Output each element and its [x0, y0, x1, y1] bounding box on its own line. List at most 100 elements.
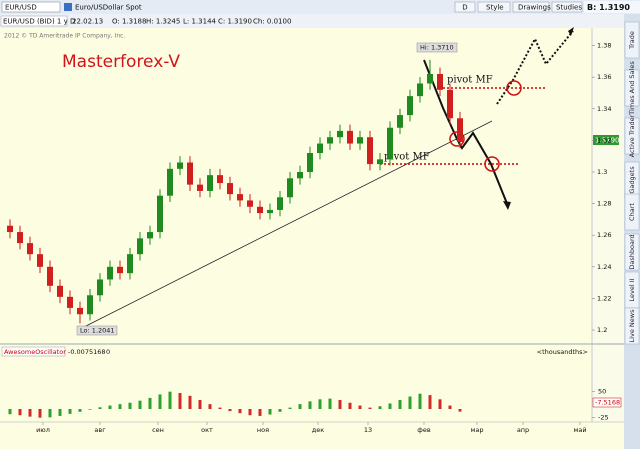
- candle-body: [347, 130, 353, 144]
- candle-body: [407, 96, 413, 116]
- y-tick-label: 1.26: [597, 231, 611, 239]
- side-tab-label[interactable]: Dashboard: [628, 234, 636, 269]
- x-tick-label: сен: [152, 426, 164, 434]
- candle-body: [127, 254, 133, 274]
- oscillator-bar: [308, 401, 312, 410]
- y-tick-label: 1.32: [597, 136, 611, 144]
- instrument[interactable]: EUR/USD (BID) 1 y D: [3, 18, 75, 26]
- candle-body: [327, 137, 333, 144]
- side-tab[interactable]: [624, 233, 640, 271]
- side-tab-label[interactable]: Active Trader: [628, 114, 636, 157]
- y-tick-label: 1.24: [597, 263, 611, 271]
- study-value: -0.0075168: [68, 348, 106, 356]
- side-tab-label[interactable]: Gadgets: [628, 166, 636, 194]
- candle-body: [387, 127, 393, 160]
- symbol[interactable]: EUR/USD: [5, 4, 37, 12]
- osc-last-box: [592, 397, 622, 408]
- study-parameter: 0: [106, 348, 110, 356]
- quote-date: 22.02.13: [72, 18, 103, 26]
- x-tick-label: 13: [364, 426, 372, 434]
- y-tick-label: 50: [598, 388, 606, 396]
- oscillator-bar: [28, 409, 32, 417]
- oscillator-bar: [128, 402, 132, 410]
- candle-body: [17, 232, 23, 244]
- x-tick-label: мар: [470, 426, 483, 434]
- oscillator-bar: [58, 409, 62, 416]
- oscillator-bar: [178, 393, 182, 410]
- candle-body: [257, 206, 263, 214]
- side-tab-label[interactable]: Times And Sales: [628, 61, 636, 116]
- side-tab[interactable]: [624, 21, 640, 59]
- y-tick-label: 1.36: [597, 73, 611, 81]
- study-box[interactable]: [1, 346, 66, 357]
- candle-body: [417, 83, 423, 97]
- copyright: 2012 © TD Ameritrade IP Company, Inc.: [4, 33, 125, 40]
- candle-body: [227, 183, 233, 195]
- candle-body: [217, 175, 223, 184]
- forecast-arrow: [423, 59, 509, 207]
- candle-body: [317, 143, 323, 154]
- oscillator-bar: [448, 405, 452, 410]
- x-tick-label: апр: [517, 426, 529, 434]
- description: Euro/USDollar Spot: [75, 4, 142, 12]
- candle-body: [97, 279, 103, 296]
- side-tab-label[interactable]: Level II: [628, 278, 636, 301]
- oscillator-bar: [278, 409, 282, 412]
- x-tick-label: авг: [94, 426, 106, 434]
- chart-title: Masterforex-V: [62, 52, 180, 72]
- candle-body: [427, 73, 433, 84]
- x-tick-label: июл: [36, 426, 50, 434]
- button-label[interactable]: Drawings: [518, 4, 551, 12]
- candle-body: [447, 89, 453, 119]
- oscillator-bar: [168, 391, 172, 410]
- button[interactable]: [454, 1, 476, 13]
- button[interactable]: [477, 1, 511, 13]
- button[interactable]: [551, 1, 583, 13]
- oscillator-bar: [268, 409, 272, 415]
- price-axis: [592, 28, 624, 344]
- y-tick-label: 1.28: [597, 200, 611, 208]
- symbol-icon: [64, 3, 72, 11]
- oscillator-panel: [0, 344, 624, 449]
- candle-body: [57, 285, 63, 297]
- dotted-forecast: [496, 30, 574, 105]
- candle-body: [177, 162, 183, 169]
- side-tab[interactable]: [624, 117, 640, 155]
- candle-body: [297, 171, 303, 179]
- symbol-box[interactable]: [1, 1, 61, 13]
- y-tick-label: 1.22: [597, 294, 611, 302]
- candle-body: [27, 243, 33, 255]
- study-name[interactable]: AwesomeOscillator: [4, 348, 66, 356]
- oscillator-bar: [68, 409, 72, 414]
- candle-body: [267, 209, 273, 214]
- side-tab-label[interactable]: Live News: [628, 309, 636, 343]
- oscillator-bar: [218, 407, 222, 410]
- candle-body: [397, 115, 403, 128]
- candle-body: [287, 178, 293, 198]
- oscillator-bar: [288, 407, 292, 410]
- arrow-head: [503, 201, 511, 210]
- candle-body: [187, 162, 193, 185]
- candle-body: [367, 137, 373, 165]
- button-label[interactable]: D: [462, 4, 467, 12]
- candle-body: [107, 266, 113, 280]
- button-label[interactable]: Style: [486, 4, 504, 12]
- side-tab[interactable]: [624, 69, 640, 107]
- side-tab-label[interactable]: Chart: [628, 203, 636, 221]
- candle-body: [337, 130, 343, 138]
- side-tab-label[interactable]: Trade: [628, 31, 636, 50]
- oscillator-bar: [328, 398, 332, 410]
- y-tick-label: 1.38: [597, 42, 611, 50]
- oscillator-bar: [208, 404, 212, 410]
- side-tab[interactable]: [624, 307, 640, 345]
- candle-body: [147, 232, 153, 239]
- oscillator-bar: [318, 399, 322, 410]
- side-tab[interactable]: [624, 193, 640, 231]
- instrument-box[interactable]: [0, 15, 68, 27]
- oscillator-bar: [348, 402, 352, 410]
- button-label[interactable]: Studies: [556, 4, 582, 12]
- button[interactable]: [512, 1, 550, 13]
- x-tick-label: май: [573, 426, 586, 434]
- oscillator-bar: [358, 405, 362, 410]
- annotation: pivot MF: [447, 75, 493, 86]
